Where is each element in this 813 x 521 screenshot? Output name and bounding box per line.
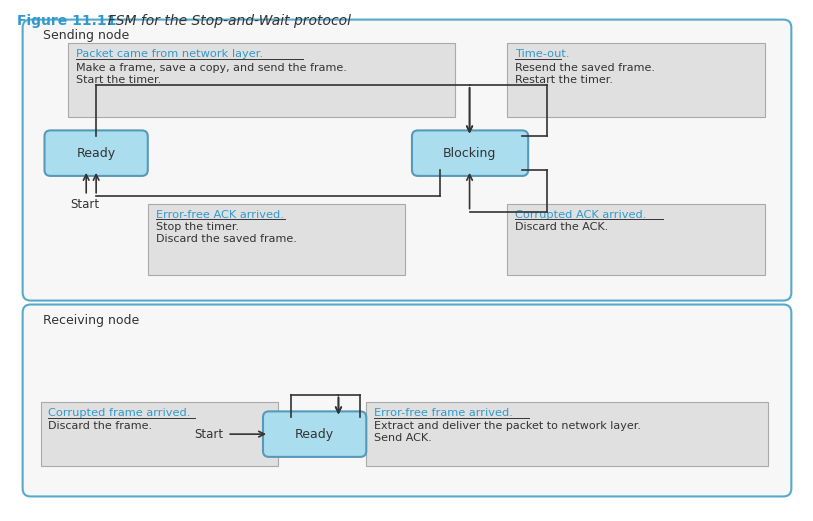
Text: Error-free frame arrived.: Error-free frame arrived. xyxy=(374,408,513,418)
Text: Start: Start xyxy=(194,428,224,441)
Text: Receiving node: Receiving node xyxy=(42,314,139,327)
Text: Extract and deliver the packet to network layer.
Send ACK.: Extract and deliver the packet to networ… xyxy=(374,421,641,443)
FancyBboxPatch shape xyxy=(41,402,278,466)
FancyBboxPatch shape xyxy=(367,402,767,466)
FancyBboxPatch shape xyxy=(507,43,764,117)
FancyBboxPatch shape xyxy=(507,204,764,275)
FancyBboxPatch shape xyxy=(148,204,405,275)
Text: Stop the timer.
Discard the saved frame.: Stop the timer. Discard the saved frame. xyxy=(156,222,297,244)
FancyBboxPatch shape xyxy=(23,305,791,497)
Text: Make a frame, save a copy, and send the frame.
Start the timer.: Make a frame, save a copy, and send the … xyxy=(76,63,347,85)
Text: Corrupted ACK arrived.: Corrupted ACK arrived. xyxy=(515,209,646,219)
Text: Start: Start xyxy=(70,197,99,210)
Text: Discard the ACK.: Discard the ACK. xyxy=(515,222,608,232)
FancyBboxPatch shape xyxy=(45,130,148,176)
Text: FSM for the Stop-and-Wait protocol: FSM for the Stop-and-Wait protocol xyxy=(99,14,351,28)
FancyBboxPatch shape xyxy=(23,20,791,301)
Text: Discard the frame.: Discard the frame. xyxy=(49,421,153,431)
Text: Time-out.: Time-out. xyxy=(515,49,570,59)
Text: Error-free ACK arrived.: Error-free ACK arrived. xyxy=(156,209,284,219)
FancyBboxPatch shape xyxy=(68,43,454,117)
Text: Ready: Ready xyxy=(295,428,334,441)
Text: Blocking: Blocking xyxy=(443,146,496,159)
Text: Sending node: Sending node xyxy=(42,30,128,43)
FancyBboxPatch shape xyxy=(263,412,367,457)
Text: Corrupted frame arrived.: Corrupted frame arrived. xyxy=(49,408,191,418)
Text: Resend the saved frame.
Restart the timer.: Resend the saved frame. Restart the time… xyxy=(515,63,655,85)
FancyBboxPatch shape xyxy=(412,130,528,176)
Text: Figure 11.11: Figure 11.11 xyxy=(17,14,116,28)
Text: Ready: Ready xyxy=(76,146,115,159)
Text: Packet came from network layer.: Packet came from network layer. xyxy=(76,49,263,59)
